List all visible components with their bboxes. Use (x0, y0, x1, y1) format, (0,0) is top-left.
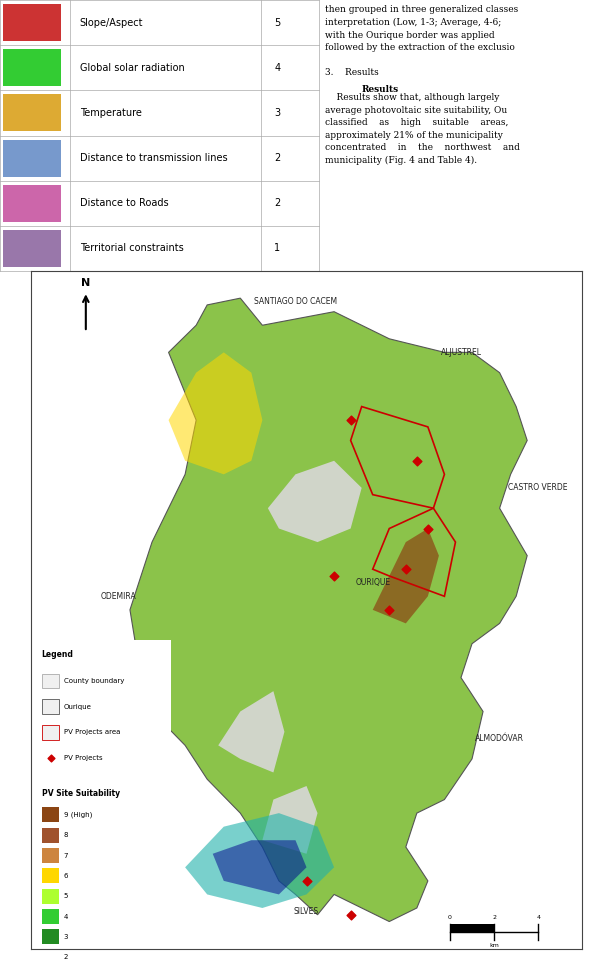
Text: OURIQUE: OURIQUE (355, 578, 390, 588)
Point (423, 521, 433, 536)
Text: 3: 3 (64, 934, 68, 940)
Polygon shape (262, 786, 318, 854)
Text: Results: Results (362, 85, 398, 94)
Bar (42, 868, 59, 884)
Point (412, 453, 422, 469)
Text: then grouped in three generalized classes
interpretation (Low, 1-3; Average, 4-6: then grouped in three generalized classe… (325, 6, 520, 165)
Bar (42, 848, 59, 863)
Text: Slope/Aspect: Slope/Aspect (80, 17, 143, 27)
Text: km: km (489, 943, 499, 949)
Text: 4: 4 (64, 914, 68, 920)
Text: 2: 2 (64, 954, 68, 960)
Text: ODEMIRA: ODEMIRA (101, 591, 137, 601)
Bar (3, 4, 61, 41)
FancyBboxPatch shape (39, 641, 172, 922)
Bar (42, 699, 59, 714)
Text: SANTIAGO DO CACEM: SANTIAGO DO CACEM (254, 297, 337, 306)
Text: 9 (High): 9 (High) (64, 811, 92, 818)
Text: 4: 4 (274, 63, 280, 73)
Text: ALMODÓVAR: ALMODÓVAR (475, 734, 524, 743)
Text: 4: 4 (536, 915, 540, 921)
Bar (42, 950, 59, 965)
Text: CASTRO VERDE: CASTRO VERDE (508, 483, 568, 493)
Point (329, 568, 339, 584)
Bar (450, 923, 494, 931)
Text: PV Site Suitability: PV Site Suitability (42, 789, 120, 799)
Bar (3, 185, 61, 222)
Text: 8: 8 (64, 832, 68, 838)
Point (346, 412, 356, 428)
Bar (3, 230, 61, 267)
Text: PV Projects: PV Projects (64, 755, 102, 761)
Bar (3, 49, 61, 86)
Polygon shape (218, 691, 284, 772)
Text: ALJUSTREL: ALJUSTREL (441, 348, 481, 357)
Polygon shape (213, 840, 306, 894)
Text: 3: 3 (274, 108, 280, 118)
Bar (42, 725, 59, 740)
Text: 2: 2 (274, 198, 280, 208)
Polygon shape (373, 529, 439, 623)
Text: PV Projects area: PV Projects area (64, 730, 120, 736)
Bar (42, 929, 59, 945)
Point (45, 750, 55, 766)
Text: Distance to Roads: Distance to Roads (80, 198, 169, 208)
Bar (42, 674, 59, 688)
Bar (42, 889, 59, 904)
Polygon shape (169, 352, 262, 474)
Bar (42, 828, 59, 843)
Text: Distance to transmission lines: Distance to transmission lines (80, 153, 227, 163)
Text: 2: 2 (274, 153, 280, 163)
Bar (42, 909, 59, 924)
Point (346, 907, 356, 923)
Point (384, 602, 394, 618)
Text: Ourique: Ourique (64, 704, 91, 710)
Polygon shape (185, 813, 334, 908)
Polygon shape (130, 298, 527, 922)
Text: Global solar radiation: Global solar radiation (80, 63, 185, 73)
Text: SILVES: SILVES (294, 907, 319, 916)
Text: 7: 7 (64, 853, 68, 859)
Text: 5: 5 (274, 17, 280, 27)
Text: Temperature: Temperature (80, 108, 142, 118)
Text: 2: 2 (492, 915, 496, 921)
Point (302, 873, 311, 889)
Text: Legend: Legend (42, 650, 74, 659)
Point (401, 561, 411, 577)
Text: 0: 0 (448, 915, 452, 921)
Text: 6: 6 (64, 873, 68, 879)
Bar (3, 139, 61, 176)
Bar (42, 807, 59, 823)
Text: 1: 1 (274, 244, 280, 254)
Text: 5: 5 (64, 893, 68, 899)
Text: County boundary: County boundary (64, 678, 124, 684)
Polygon shape (268, 461, 362, 542)
Text: Territorial constraints: Territorial constraints (80, 244, 183, 254)
Bar (3, 95, 61, 132)
Text: N: N (81, 278, 91, 288)
